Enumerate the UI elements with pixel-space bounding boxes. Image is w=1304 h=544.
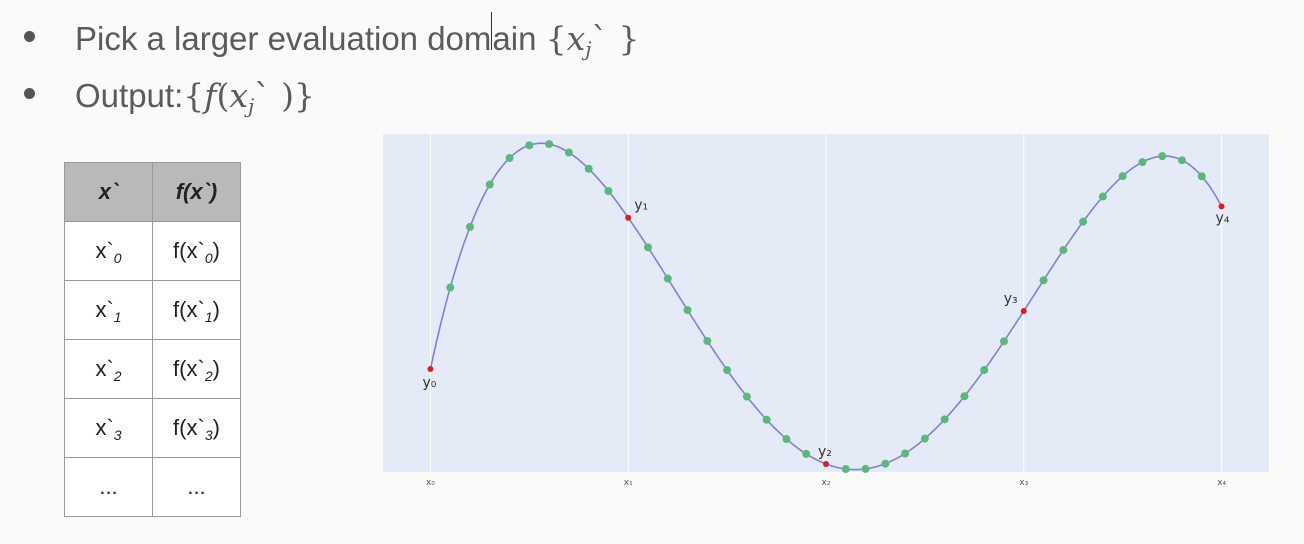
- table-row: x`2 f(x`2): [64, 339, 241, 399]
- evaluation-point: [1177, 156, 1186, 165]
- x-tick-label: x₃: [1019, 478, 1028, 488]
- evaluation-point: [940, 415, 949, 424]
- node-labels: y₀ y₁ y₂ y₃ y₄: [422, 198, 1229, 460]
- node-label: y₂: [818, 444, 832, 460]
- cell-x: x`2: [64, 339, 153, 399]
- data-node: [823, 460, 829, 467]
- evaluation-point: [1079, 217, 1088, 226]
- node-label: y₁: [634, 198, 648, 214]
- math-set-fxj: {f(xj` )}: [183, 76, 316, 118]
- cell-fx: f(x`2): [152, 339, 241, 399]
- evaluation-point: [1098, 192, 1107, 201]
- evaluation-point: [1039, 276, 1048, 285]
- evaluation-point: [802, 449, 811, 458]
- evaluation-point: [841, 464, 850, 473]
- cell-x: x`3: [64, 398, 153, 458]
- table-row: x`1 f(x`1): [64, 280, 241, 340]
- evaluation-point: [604, 187, 613, 196]
- bullet-evaluation-domain: Pick a larger evaluation dom ain {xj` }: [24, 12, 640, 61]
- evaluation-point: [901, 449, 910, 458]
- evaluation-point: [1059, 246, 1068, 255]
- cell-fx: f(x`3): [152, 398, 241, 458]
- interpolation-plot: y₀ y₁ y₂ y₃ y₄ x₀ x₁ x₂ x₃ x₄: [383, 134, 1269, 488]
- x-tick-label: x₀: [426, 478, 435, 488]
- bullet-dot: [24, 88, 35, 99]
- evaluation-point: [683, 306, 692, 315]
- x-tick-labels: x₀ x₁ x₂ x₃ x₄: [426, 478, 1226, 488]
- x-tick-label: x₄: [1217, 478, 1226, 488]
- data-node: [427, 365, 434, 372]
- evaluation-point: [644, 243, 653, 252]
- evaluation-point: [545, 140, 554, 149]
- data-node: [1020, 308, 1027, 315]
- header-fx: f(x`): [152, 162, 241, 222]
- cell-x: ...: [64, 457, 153, 517]
- evaluation-point: [1138, 158, 1147, 167]
- text-cursor: [491, 12, 493, 50]
- table-header-row: x` f(x`): [64, 162, 241, 222]
- evaluation-point: [960, 392, 969, 401]
- bullet-text-after: ain: [492, 20, 537, 57]
- bullet-text: Output:: [75, 77, 184, 114]
- evaluation-point: [881, 459, 890, 468]
- node-label: y₄: [1216, 210, 1230, 226]
- bullet-text: Pick a larger evaluation dom: [75, 20, 492, 57]
- evaluation-point: [525, 141, 534, 150]
- x-tick-label: x₂: [822, 478, 831, 488]
- bullet-dot: [24, 31, 35, 42]
- evaluation-point: [861, 464, 870, 473]
- evaluation-point: [564, 148, 573, 157]
- evaluation-point: [980, 365, 989, 374]
- table-row: x`3 f(x`3): [64, 398, 241, 458]
- cell-fx: f(x`0): [152, 221, 241, 281]
- data-node: [625, 214, 632, 221]
- node-label: y₃: [1004, 291, 1018, 307]
- evaluation-point: [1158, 152, 1167, 161]
- evaluation-point: [782, 435, 791, 444]
- evaluation-point: [723, 366, 732, 375]
- evaluation-point: [446, 283, 455, 292]
- cell-x: x`1: [64, 280, 153, 340]
- evaluation-points: [446, 140, 1206, 473]
- evaluation-point: [663, 274, 672, 283]
- bullet-output: Output: {f(xj` )}: [24, 76, 316, 118]
- evaluation-point: [920, 434, 929, 443]
- x-tick-label: x₁: [624, 478, 633, 488]
- evaluation-point: [1197, 172, 1206, 181]
- evaluation-point: [466, 222, 475, 231]
- data-nodes: [427, 203, 1225, 467]
- node-label: y₀: [422, 375, 436, 391]
- evaluation-table: x` f(x`) x`0 f(x`0) x`1 f(x`1) x`2 f(x`2) x`3 f…: [64, 162, 241, 517]
- cell-fx: f(x`1): [152, 280, 241, 340]
- evaluation-point: [1118, 172, 1127, 181]
- header-x: x`: [64, 162, 153, 222]
- evaluation-point: [505, 154, 514, 163]
- evaluation-point: [485, 180, 494, 189]
- table-row: x`0 f(x`0): [64, 221, 241, 281]
- cell-x: x`0: [64, 221, 153, 281]
- evaluation-point: [762, 415, 771, 424]
- evaluation-point: [999, 337, 1008, 346]
- cell-fx: ...: [152, 457, 241, 517]
- plot-grid: [429, 134, 1223, 472]
- evaluation-point: [742, 392, 751, 401]
- table-row: ......: [64, 457, 241, 517]
- evaluation-point: [584, 164, 593, 173]
- math-set-xj: {xj` }: [545, 19, 640, 61]
- data-node: [1218, 203, 1225, 210]
- evaluation-point: [703, 336, 712, 345]
